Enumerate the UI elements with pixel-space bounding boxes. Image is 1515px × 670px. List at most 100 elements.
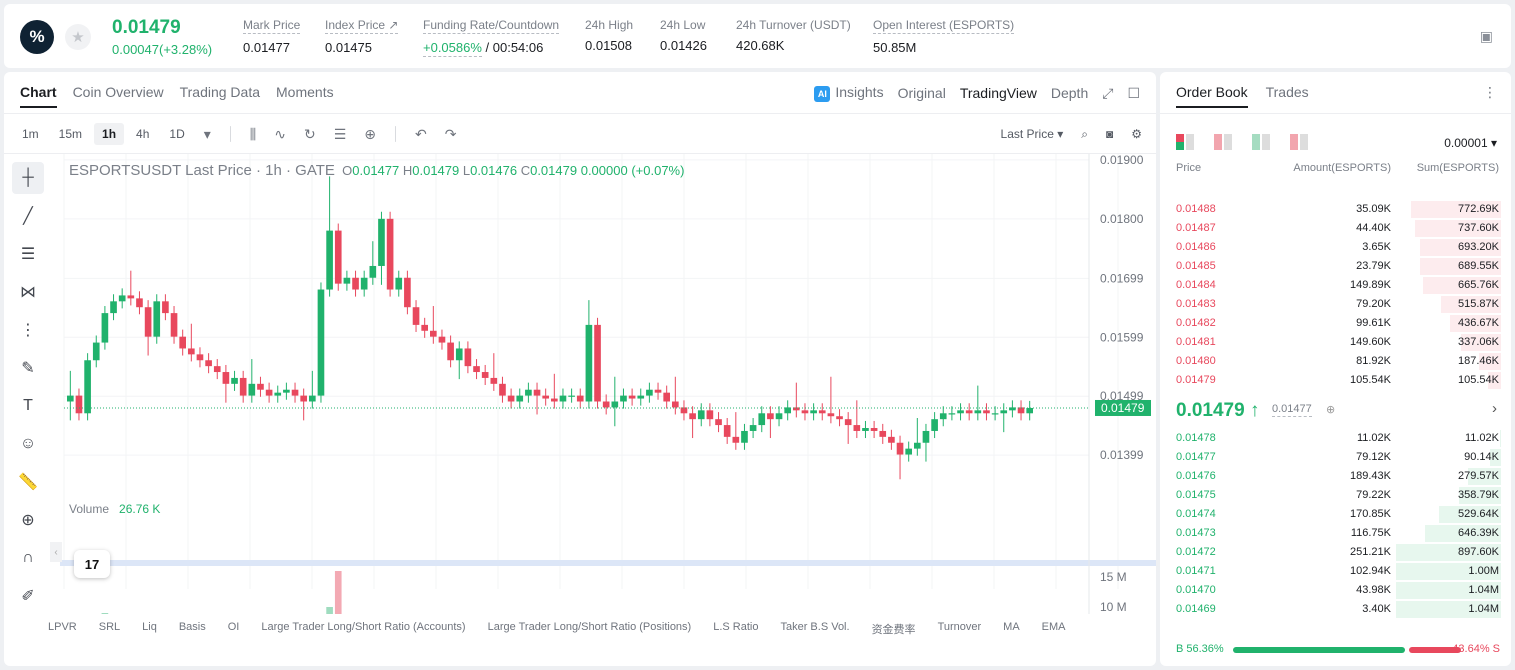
- stat-funding-rate[interactable]: Funding Rate/Countdown +0.0586% / 00:54:…: [423, 18, 560, 57]
- ask-row[interactable]: 0.01486 3.65K 693.20K: [1160, 238, 1511, 257]
- tab-trades[interactable]: Trades: [1265, 84, 1309, 100]
- price-type-select[interactable]: Last Price ▾: [1000, 127, 1064, 141]
- interval-1m[interactable]: 1m: [22, 127, 39, 141]
- magnet-icon[interactable]: ∩: [22, 549, 34, 566]
- depth-mode-icon[interactable]: [1290, 134, 1308, 150]
- indicator-item[interactable]: Turnover: [937, 621, 982, 633]
- brush-icon[interactable]: ✎: [21, 360, 35, 377]
- undo-icon[interactable]: ↶: [414, 125, 427, 142]
- replay-icon[interactable]: ↻: [303, 125, 316, 142]
- indicator-item[interactable]: Taker B.S Vol.: [780, 621, 850, 633]
- chevron-down-icon[interactable]: ▾: [203, 125, 211, 142]
- tab-depth[interactable]: Depth: [1050, 85, 1089, 101]
- ask-row[interactable]: 0.01481 149.60K 337.06K: [1160, 333, 1511, 352]
- tab-chart[interactable]: Chart: [20, 84, 57, 108]
- stat-mark-price[interactable]: Mark Price 0.01477: [243, 18, 301, 55]
- tab-order-book[interactable]: Order Book: [1176, 84, 1248, 108]
- bid-row[interactable]: 0.01470 43.98K 1.04M: [1160, 581, 1511, 600]
- interval-1d[interactable]: 1D: [169, 127, 185, 141]
- trend-line-icon[interactable]: ╱: [23, 208, 33, 225]
- interval-1h[interactable]: 1h: [94, 123, 125, 145]
- tab-tradingview[interactable]: TradingView: [959, 85, 1037, 101]
- tab-coin-overview[interactable]: Coin Overview: [72, 84, 164, 100]
- camera-icon[interactable]: ◙: [1105, 127, 1114, 141]
- more-icon[interactable]: ⋮: [1483, 84, 1497, 100]
- stat-index-price[interactable]: Index Price ↗ 0.01475: [325, 18, 399, 55]
- templates-icon[interactable]: ☰: [333, 125, 347, 142]
- tab-trading-data[interactable]: Trading Data: [179, 84, 261, 100]
- crosshair-icon[interactable]: ┼: [12, 162, 44, 194]
- gear-icon[interactable]: ⚙: [1131, 127, 1142, 141]
- bid-row[interactable]: 0.01475 79.22K 358.79K: [1160, 486, 1511, 505]
- candle-type-icon[interactable]: ⫼: [249, 125, 257, 142]
- tab-original[interactable]: Original: [897, 85, 946, 101]
- candle-body: [162, 301, 169, 314]
- indicator-item[interactable]: L.S Ratio: [713, 621, 759, 633]
- indicator-item[interactable]: SRL: [98, 621, 121, 633]
- chevron-left-icon[interactable]: ‹: [50, 542, 62, 562]
- bid-row[interactable]: 0.01469 3.40K 1.04M: [1160, 600, 1511, 619]
- interval-15m[interactable]: 15m: [58, 127, 83, 141]
- tradingview-logo[interactable]: 17: [74, 550, 110, 578]
- chevron-right-icon[interactable]: ›: [1492, 400, 1497, 417]
- redo-icon[interactable]: ↷: [444, 125, 457, 142]
- bid-row[interactable]: 0.01474 170.85K 529.64K: [1160, 505, 1511, 524]
- candle-body: [473, 366, 480, 373]
- candle-body: [853, 425, 861, 431]
- precision-select[interactable]: 0.00001 ▾: [1444, 136, 1497, 150]
- ask-row[interactable]: 0.01488 35.09K 772.69K: [1160, 200, 1511, 219]
- tab-moments[interactable]: Moments: [276, 84, 334, 100]
- indicator-item[interactable]: EMA: [1041, 621, 1066, 633]
- ruler-icon[interactable]: 📏: [18, 474, 38, 491]
- indicator-item[interactable]: Large Trader Long/Short Ratio (Accounts): [261, 621, 466, 633]
- zoom-in-icon[interactable]: ⊕: [21, 512, 35, 529]
- indicator-item[interactable]: OI: [227, 621, 240, 633]
- indicator-item[interactable]: LPVR: [48, 621, 77, 633]
- fib-icon[interactable]: ⋮: [20, 322, 36, 339]
- ask-row[interactable]: 0.01479 105.54K 105.54K: [1160, 371, 1511, 390]
- pencil-icon[interactable]: ✐: [21, 588, 35, 605]
- ask-row[interactable]: 0.01480 81.92K 187.46K: [1160, 352, 1511, 371]
- tab-insights[interactable]: AI Insights: [814, 84, 884, 102]
- indicators-icon[interactable]: ∿: [274, 125, 286, 142]
- row-price: 0.01478: [1176, 432, 1216, 444]
- both-sides-icon[interactable]: [1176, 134, 1194, 150]
- ask-row[interactable]: 0.01482 99.61K 436.67K: [1160, 314, 1511, 333]
- bid-row[interactable]: 0.01473 116.75K 646.39K: [1160, 524, 1511, 543]
- bid-row[interactable]: 0.01476 189.43K 279.57K: [1160, 467, 1511, 486]
- ask-row[interactable]: 0.01484 149.89K 665.76K: [1160, 276, 1511, 295]
- expand-icon[interactable]: ⤢: [1102, 84, 1114, 101]
- bids-only-icon[interactable]: [1252, 134, 1270, 150]
- chart-panel: Chart Coin Overview Trading Data Moments…: [4, 72, 1156, 666]
- sell-ratio-bar: [1409, 647, 1461, 653]
- indicator-item[interactable]: MA: [1003, 621, 1020, 633]
- emoji-icon[interactable]: ☺: [19, 435, 37, 452]
- star-icon[interactable]: ★: [65, 24, 91, 50]
- ask-row[interactable]: 0.01487 44.40K 737.60K: [1160, 219, 1511, 238]
- interval-4h[interactable]: 4h: [136, 127, 150, 141]
- horizontal-lines-icon[interactable]: ☰: [20, 246, 36, 263]
- text-icon[interactable]: T: [23, 397, 33, 414]
- candle-body: [179, 336, 186, 349]
- bid-row[interactable]: 0.01471 102.94K 1.00M: [1160, 562, 1511, 581]
- candle-body: [775, 413, 783, 420]
- candle-body: [1009, 407, 1016, 411]
- row-amount: 23.79K: [1356, 260, 1391, 272]
- indicator-item[interactable]: 资金费率: [871, 624, 916, 636]
- pattern-icon[interactable]: ⋈: [20, 284, 36, 301]
- indicator-item[interactable]: Basis: [178, 621, 206, 633]
- stat-open-interest[interactable]: Open Interest (ESPORTS) 50.85M: [873, 18, 1015, 55]
- asks-only-icon[interactable]: [1214, 134, 1232, 150]
- guide-book-icon[interactable]: ▣: [1479, 28, 1493, 44]
- indicator-item[interactable]: Liq: [142, 621, 157, 633]
- ask-row[interactable]: 0.01483 79.20K 515.87K: [1160, 295, 1511, 314]
- window-icon[interactable]: ☐: [1127, 84, 1140, 101]
- bid-row[interactable]: 0.01472 251.21K 897.60K: [1160, 543, 1511, 562]
- indicator-item[interactable]: Large Trader Long/Short Ratio (Positions…: [487, 621, 692, 633]
- add-alert-icon[interactable]: ⊕: [364, 125, 376, 142]
- search-icon[interactable]: ⌕: [1081, 126, 1088, 141]
- ask-row[interactable]: 0.01485 23.79K 689.55K: [1160, 257, 1511, 276]
- bid-row[interactable]: 0.01477 79.12K 90.14K: [1160, 448, 1511, 467]
- candlestick-chart[interactable]: 0.01900 0.01800 0.01699 0.01599 0.01499 0.013…: [4, 154, 1156, 614]
- bid-row[interactable]: 0.01478 11.02K 11.02K: [1160, 429, 1511, 448]
